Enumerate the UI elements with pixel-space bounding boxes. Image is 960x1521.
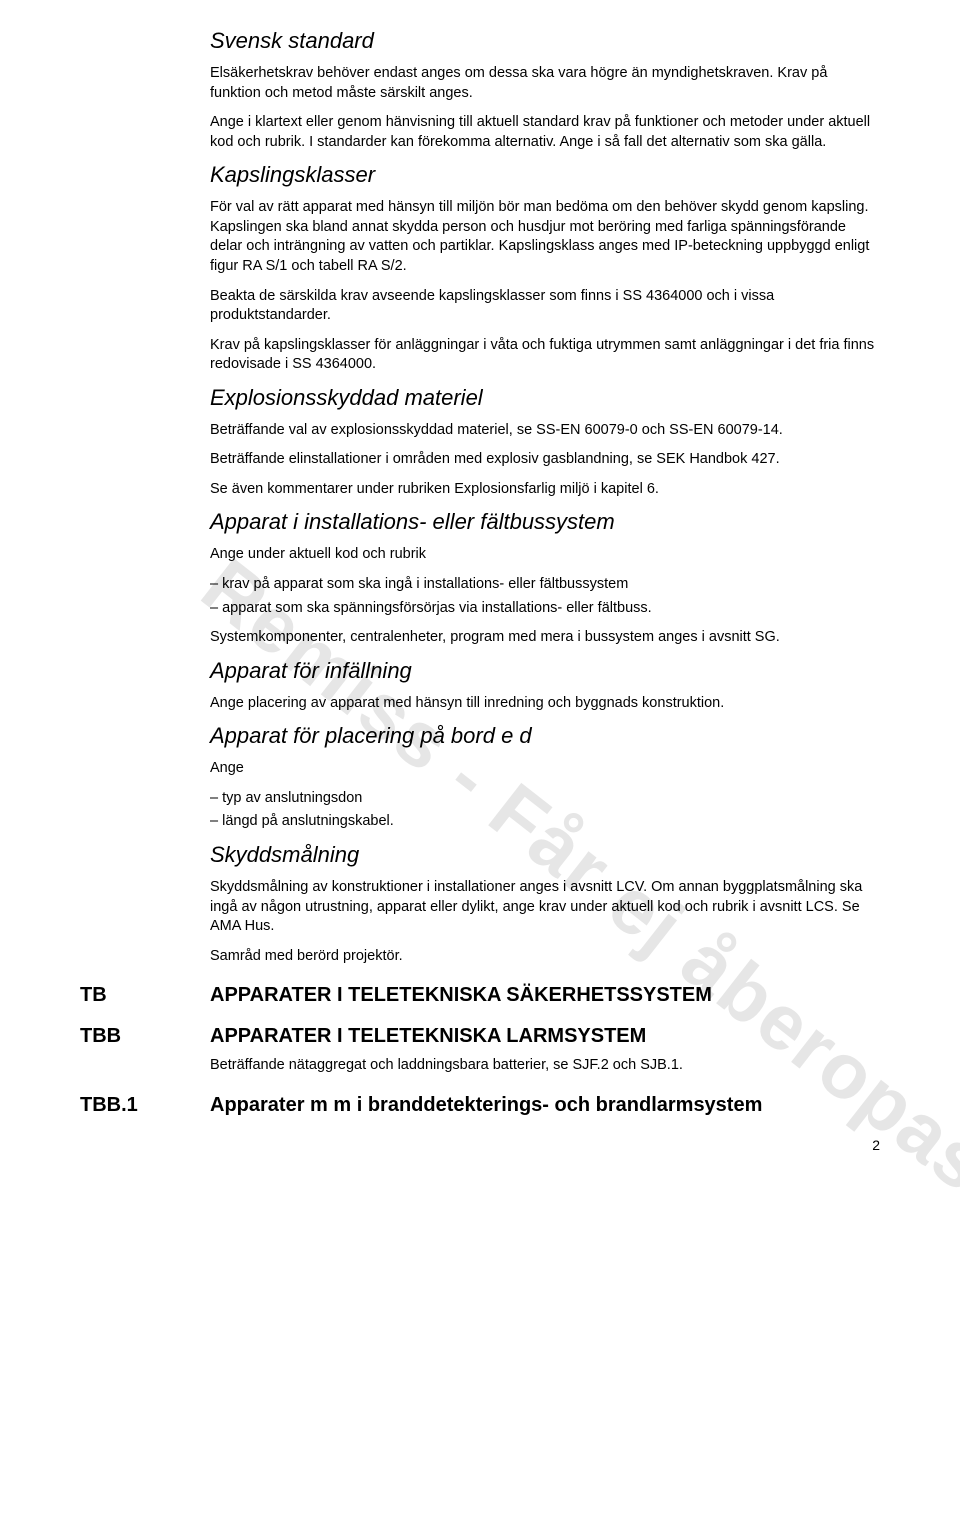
title-tbb1: Apparater m m i branddetekterings- och b…	[210, 1094, 880, 1117]
body-text: Samråd med berörd projektör.	[210, 947, 880, 967]
body-text: Elsäkerhetskrav behöver endast anges om …	[210, 64, 880, 103]
heading-svensk-standard: Svensk standard	[210, 28, 880, 54]
title-tbb: APPARATER I TELETEKNISKA LARMSYSTEM	[210, 1025, 880, 1048]
page-number: 2	[80, 1137, 880, 1153]
list-item: typ av anslutningsdon	[210, 789, 880, 809]
heading-skyddsmalning: Skyddsmålning	[210, 842, 880, 868]
body-text: Krav på kapslingsklasser för anläggninga…	[210, 336, 880, 375]
list-apparat-install: krav på apparat som ska ingå i installat…	[210, 575, 880, 618]
body-text: Beträffande nätaggregat och laddningsbar…	[210, 1056, 880, 1076]
body-text: Skyddsmålning av konstruktioner i instal…	[210, 878, 880, 937]
heading-apparat-bord: Apparat för placering på bord e d	[210, 723, 880, 749]
list-apparat-bord: typ av anslutningsdon längd på anslutnin…	[210, 789, 880, 832]
section-tbb: TBB APPARATER I TELETEKNISKA LARMSYSTEM …	[80, 1025, 880, 1076]
body-text: Ange under aktuell kod och rubrik	[210, 545, 880, 565]
body-text: För val av rätt apparat med hänsyn till …	[210, 198, 880, 276]
body-text: Ange placering av apparat med hänsyn til…	[210, 694, 880, 714]
list-item: krav på apparat som ska ingå i installat…	[210, 575, 880, 595]
title-tb: APPARATER I TELETEKNISKA SÄKERHETSSYSTEM	[210, 984, 880, 1007]
heading-explosionsskyddad: Explosionsskyddad materiel	[210, 385, 880, 411]
heading-apparat-infallning: Apparat för infällning	[210, 658, 880, 684]
body-text: Beträffande val av explosionsskyddad mat…	[210, 421, 880, 441]
code-tbb: TBB	[80, 1025, 121, 1048]
body-text: Beakta de särskilda krav avseende kapsli…	[210, 287, 880, 326]
section-tbb1: TBB.1 Apparater m m i branddetekterings-…	[80, 1094, 880, 1117]
code-tbb1: TBB.1	[80, 1094, 138, 1117]
body-text: Se även kommentarer under rubriken Explo…	[210, 480, 880, 500]
body-text: Ange	[210, 759, 880, 779]
list-item: längd på anslutningskabel.	[210, 812, 880, 832]
code-tb: TB	[80, 984, 107, 1007]
heading-apparat-install: Apparat i installations- eller fältbussy…	[210, 509, 880, 535]
heading-kapslingsklasser: Kapslingsklasser	[210, 162, 880, 188]
body-text: Ange i klartext eller genom hänvisning t…	[210, 113, 880, 152]
section-tb: TB APPARATER I TELETEKNISKA SÄKERHETSSYS…	[80, 984, 880, 1007]
body-text: Beträffande elinstallationer i områden m…	[210, 450, 880, 470]
body-text: Systemkomponenter, centralenheter, progr…	[210, 628, 880, 648]
list-item: apparat som ska spänningsförsörjas via i…	[210, 599, 880, 619]
